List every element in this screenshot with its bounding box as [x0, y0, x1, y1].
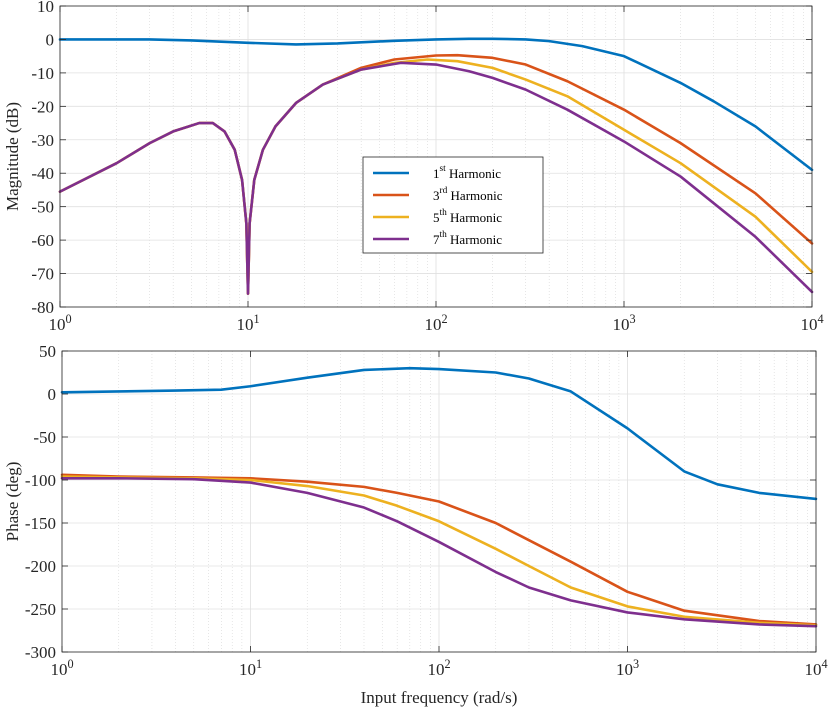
phase-y-axis-label: Phase (deg) — [3, 462, 22, 542]
legend-entry-3-base: 7 — [433, 232, 440, 247]
magnitude-y-tick-label: 0 — [46, 30, 55, 49]
phase-y-tick-label: 0 — [48, 385, 57, 404]
phase-x-tick-label-base: 10 — [616, 660, 633, 679]
magnitude-x-tick-label: 104 — [800, 312, 823, 334]
phase-y-tick-label: -50 — [33, 428, 56, 447]
magnitude-x-tick-label-exp: 2 — [441, 312, 447, 326]
phase-x-tick-label: 104 — [804, 657, 827, 679]
magnitude-x-tick-label-base: 10 — [424, 315, 441, 334]
magnitude-x-tick-label-exp: 0 — [65, 312, 71, 326]
phase-y-tick-label: 50 — [39, 342, 56, 361]
phase-x-tick-label: 101 — [239, 657, 262, 679]
magnitude-y-tick-label: -40 — [31, 164, 54, 183]
magnitude-y-tick-label: -70 — [31, 265, 54, 284]
magnitude-x-tick-label: 103 — [612, 312, 635, 334]
phase-y-tick-label: -150 — [25, 514, 56, 533]
magnitude-x-tick-label: 100 — [48, 312, 71, 334]
magnitude-x-tick-label: 102 — [424, 312, 447, 334]
magnitude-y-tick-label: 10 — [37, 0, 54, 16]
magnitude-y-axis-label: Magnitude (dB) — [3, 102, 22, 211]
phase-panel: 100 101 102 103 104500-50-100-150-200-250-30… — [3, 342, 828, 707]
magnitude-y-tick-label: -80 — [31, 298, 54, 317]
phase-series-2-line — [60, 475, 818, 627]
legend-entry-0-base: 1 — [433, 166, 440, 181]
legend-entry-1-base: 3 — [433, 188, 440, 203]
magnitude-x-tick-label-exp: 4 — [817, 312, 823, 326]
magnitude-panel: 100 101 102 103 104100-10-20-30-40-50-60-70-… — [3, 0, 824, 334]
legend-entry-3-text: Harmonic — [447, 232, 502, 247]
phase-x-axis-label: Input frequency (rad/s) — [361, 688, 518, 707]
magnitude-x-tick-label-base: 10 — [800, 315, 817, 334]
legend-entry-1-text: Harmonic — [447, 188, 502, 203]
phase-series-0-line — [60, 366, 818, 501]
phase-x-tick-label: 103 — [616, 657, 639, 679]
magnitude-x-tick-label-base: 10 — [612, 315, 629, 334]
magnitude-y-tick-label: -50 — [31, 198, 54, 217]
phase-x-tick-label: 102 — [427, 657, 450, 679]
phase-y-tick-label: -200 — [25, 557, 56, 576]
phase-x-tick-label-base: 10 — [427, 660, 444, 679]
magnitude-x-tick-label-exp: 1 — [253, 312, 259, 326]
phase-minor-grid — [118, 351, 808, 652]
magnitude-y-tick-label: -10 — [31, 64, 54, 83]
phase-x-tick-label: 100 — [50, 657, 73, 679]
phase-x-tick-label-exp: 3 — [633, 657, 639, 671]
legend-entry-2: 5th Harmonic — [433, 208, 502, 225]
phase-y-tick-label: -300 — [25, 643, 56, 662]
legend-entry-2-exp: th — [440, 208, 448, 218]
legend-entry-1-exp: rd — [440, 186, 448, 196]
magnitude-series-0-line — [58, 37, 814, 172]
legend-entry-2-text: Harmonic — [447, 210, 502, 225]
legend-entry-3-exp: th — [440, 230, 448, 240]
legend-entry-0-text: Harmonic — [446, 166, 501, 181]
legend-entry-2-base: 5 — [433, 210, 440, 225]
phase-y-tick-label: -100 — [25, 471, 56, 490]
magnitude-x-tick-label: 101 — [236, 312, 259, 334]
magnitude-x-tick-label-exp: 3 — [629, 312, 635, 326]
phase-x-tick-label-exp: 4 — [821, 657, 827, 671]
magnitude-y-tick-label: -60 — [31, 231, 54, 250]
magnitude-minor-grid — [116, 6, 804, 307]
legend-entry-3: 7th Harmonic — [433, 230, 502, 247]
phase-series-3-line — [60, 476, 818, 628]
magnitude-y-tick-label: -20 — [31, 97, 54, 116]
phase-x-tick-label-base: 10 — [804, 660, 821, 679]
phase-x-tick-label-exp: 1 — [256, 657, 262, 671]
magnitude-x-tick-label-base: 10 — [48, 315, 65, 334]
phase-x-tick-label-base: 10 — [50, 660, 67, 679]
phase-x-tick-label-exp: 0 — [67, 657, 73, 671]
phase-y-tick-label: -250 — [25, 600, 56, 619]
legend-entry-1: 3rd Harmonic — [433, 186, 503, 203]
magnitude-x-tick-label-base: 10 — [236, 315, 253, 334]
legend-entry-0: 1st Harmonic — [433, 164, 501, 181]
magnitude-series-3-line — [58, 61, 814, 295]
phase-x-tick-label-base: 10 — [239, 660, 256, 679]
magnitude-y-tick-label: -30 — [31, 131, 54, 150]
phase-x-tick-label-exp: 2 — [444, 657, 450, 671]
legend-entry-0-exp: st — [440, 164, 447, 174]
